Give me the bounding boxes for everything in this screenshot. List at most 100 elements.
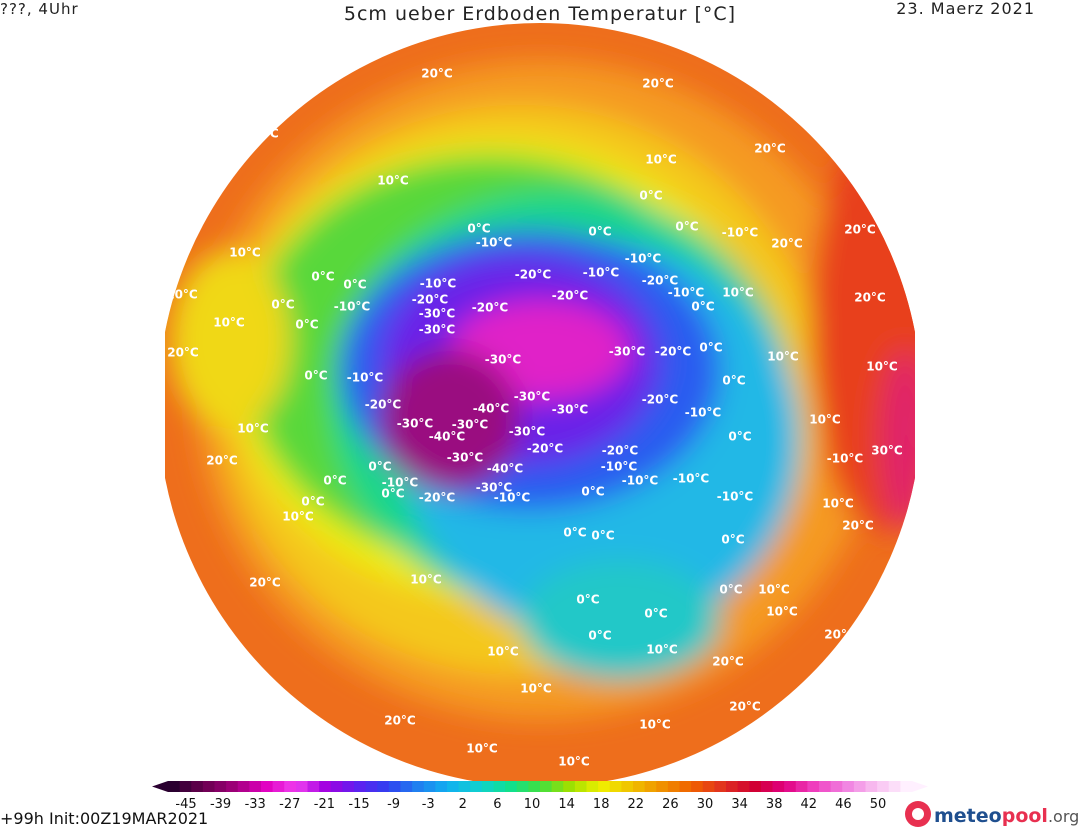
contour-label: 10°C [466,742,498,756]
colorbar-cell [237,781,250,792]
contour-label: 20°C [167,346,199,360]
contour-label: 20°C [247,127,279,141]
contour-label: 10°C [520,682,552,696]
contour-label: -40°C [429,430,466,444]
colorbar-tick: -9 [387,797,400,812]
contour-label: 0°C [721,533,744,547]
contour-label: -10°C [717,490,754,504]
contour-label: 0°C [271,298,294,312]
contour-label: 0°C [304,369,327,383]
contour-label: -20°C [552,289,589,303]
contour-label: 10°C [645,153,677,167]
date-label: 23. Maerz 2021 [896,0,1035,18]
contour-label: -20°C [412,293,449,307]
contour-label: 0°C [639,189,662,203]
colorbar-cell [284,781,297,792]
colorbar-cell [563,781,576,792]
colorbar-tick: -33 [245,797,266,812]
contour-label: -20°C [419,491,456,505]
contour-label: 10°C [639,718,671,732]
contour-label: 20°C [206,454,238,468]
contour-label: 0°C [295,318,318,332]
contour-label: -20°C [642,393,679,407]
contour-label: 0°C [644,607,667,621]
contour-label: -20°C [642,274,679,288]
colorbar-cell [516,781,529,792]
colorbar-tick: 18 [593,797,610,812]
contour-label: 10°C [646,643,678,657]
colorbar-tick: -3 [422,797,435,812]
contour-label: 20°C [712,655,744,669]
colorbar-cell [772,781,785,792]
colorbar-cell [749,781,762,792]
colorbar-cell [528,781,541,792]
contour-label: -30°C [514,390,551,404]
colorbar-cell [784,781,797,792]
colorbar-tick: -15 [348,797,369,812]
contour-label: 20°C [642,77,674,91]
contour-label: -40°C [473,402,510,416]
colorbar-cell [191,781,204,792]
contour-label: 10°C [213,316,245,330]
colorbar-cell [400,781,413,792]
colorbar-cell [423,781,436,792]
brand-logo-core [912,808,924,820]
colorbar-cell [691,781,704,792]
colorbar-cell [842,781,855,792]
colorbar-cell [540,781,553,792]
contour-label: -20°C [472,301,509,315]
contour-label: 10°C [822,497,854,511]
colorbar-cell [261,781,274,792]
colorbar-end [152,781,168,792]
contour-label: 0°C [381,487,404,501]
colorbar-cell [819,781,832,792]
contour-label: -10°C [622,474,659,488]
colorbar-cell [342,781,355,792]
colorbar-cell [574,781,587,792]
colorbar-cell [598,781,611,792]
colorbar-cell [609,781,622,792]
colorbar-tick: 2 [459,797,467,812]
contour-label: 20°C [249,576,281,590]
colorbar-cell [633,781,646,792]
colorbar-cell [714,781,727,792]
brand-part: pool [1002,805,1048,827]
colorbar-tick: 50 [870,797,887,812]
contour-label: -30°C [447,451,484,465]
contour-label: -30°C [552,403,589,417]
colorbar-end [912,781,928,792]
map-disc [165,23,915,787]
contour-label: 20°C [771,237,803,251]
colorbar-cell [412,781,425,792]
colorbar-tick: 14 [558,797,575,812]
contour-label: -30°C [397,417,434,431]
colorbar-tick: 6 [493,797,501,812]
contour-label: -30°C [419,307,456,321]
contour-label: 10°C [166,288,198,302]
colorbar-cell [900,781,913,792]
colorbar-tick: 22 [628,797,645,812]
contour-label: 0°C [691,300,714,314]
map-title: 5cm ueber Erdboden Temperatur [°C] [344,3,736,25]
colorbar-cell [470,781,483,792]
contour-label: 0°C [719,583,742,597]
colorbar-cell [656,781,669,792]
colorbar-tick: 46 [835,797,852,812]
colorbar-tick: 42 [801,797,818,812]
contour-label: 0°C [563,526,586,540]
colorbar-cell [551,781,564,792]
contour-label: -10°C [625,252,662,266]
contour-label: 0°C [675,220,698,234]
colorbar-cell [319,781,332,792]
contour-label: 10°C [282,510,314,524]
contour-label: 20°C [844,223,876,237]
contour-label: -10°C [673,472,710,486]
contour-label: 0°C [368,460,391,474]
colorbar-cell [377,781,390,792]
colorbar-cell [726,781,739,792]
colorbar-cell [830,781,843,792]
colorbar-cell [447,781,460,792]
contour-label: 10°C [229,246,261,260]
colorbar-cell [877,781,890,792]
